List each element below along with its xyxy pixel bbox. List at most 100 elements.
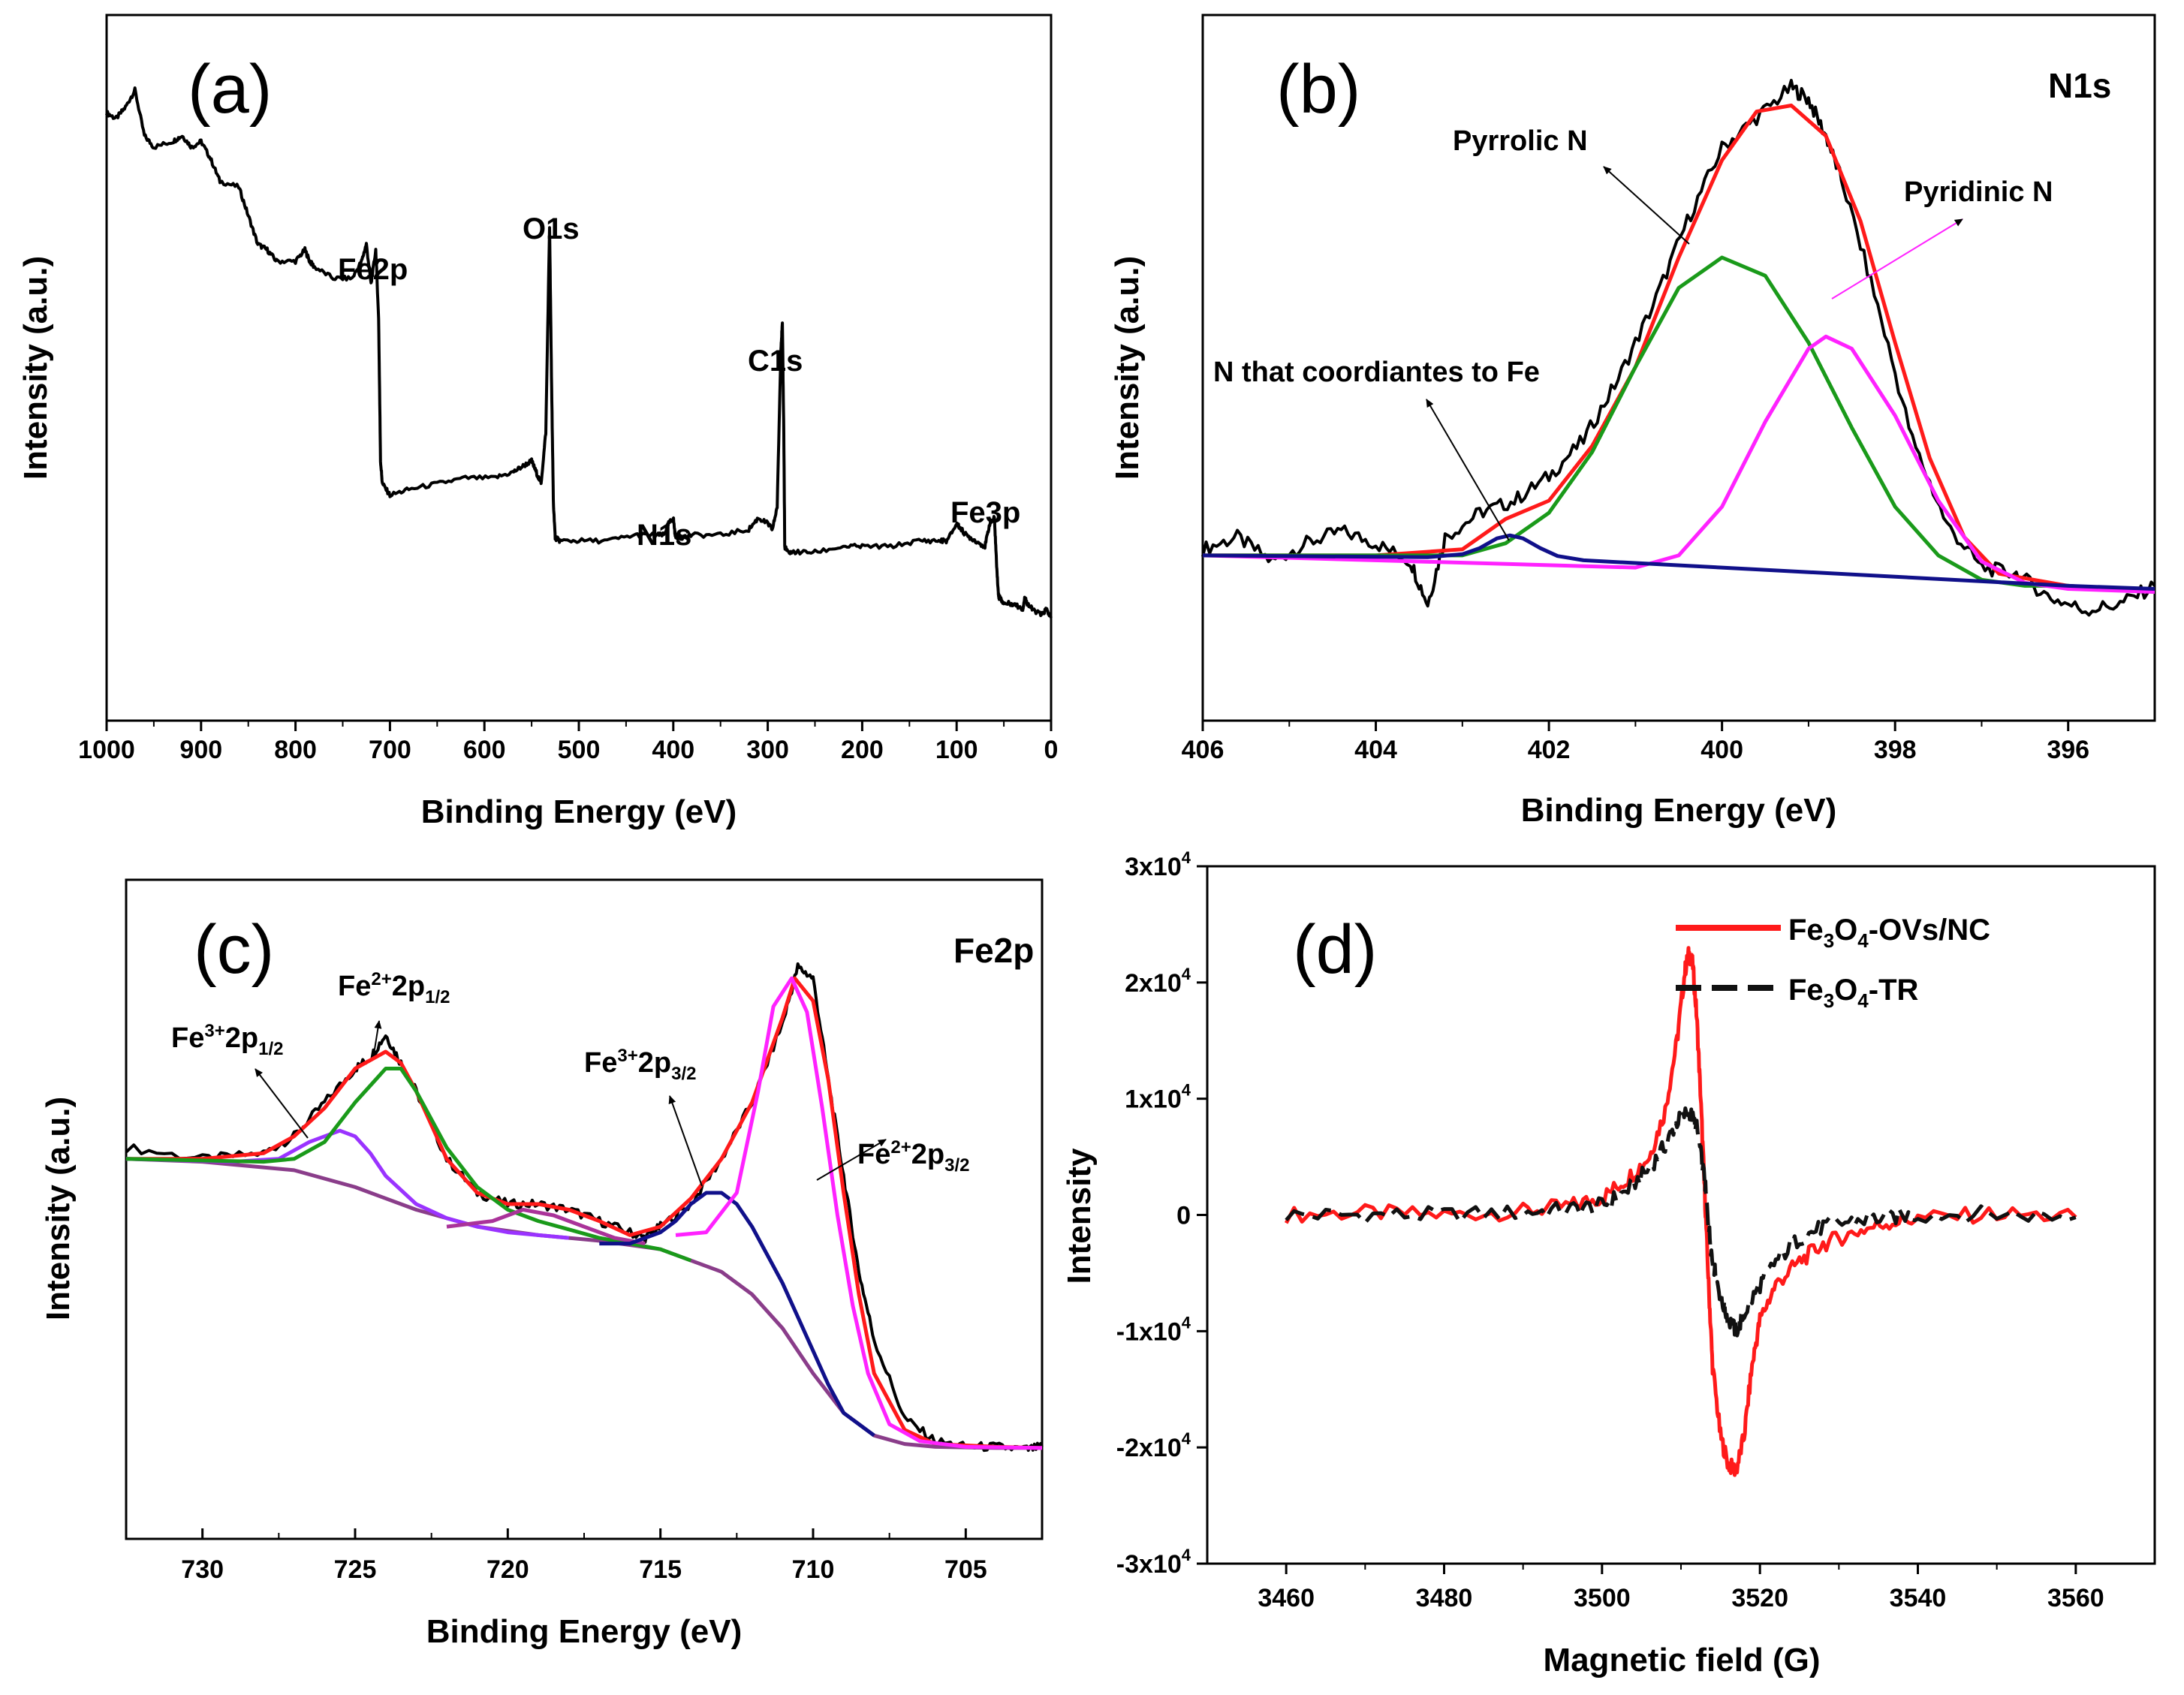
fe3-32-sub: 3/2 <box>671 1064 696 1084</box>
y-tick-base: 2x10 <box>1125 969 1182 998</box>
legend-tr-part-o: O <box>1834 974 1857 1007</box>
y-tick-base: -1x10 <box>1116 1317 1182 1346</box>
fe2-32-element: Fe <box>857 1139 890 1170</box>
fe2-32-arrow <box>816 1139 887 1181</box>
y-tick-exp: 4 <box>1182 848 1191 867</box>
annotation-n-coordinates-fe: N that coordiantes to Fe <box>1213 357 1540 388</box>
y-tick-exp: 4 <box>1182 1081 1191 1100</box>
panel-d: 3460 3480 3500 3520 3540 3560-3x104-2x104-1x1… <box>1061 848 2156 1678</box>
fe3-32-orbital: 2p <box>638 1047 671 1079</box>
x-tick-label: 406 <box>1182 736 1225 764</box>
series-fe3o4-tr <box>1285 1106 2077 1338</box>
legend-tr-part-4: 4 <box>1857 989 1869 1012</box>
series-fe2-2p1-2 <box>125 1067 692 1263</box>
y-tick-base: -3x10 <box>1116 1550 1182 1579</box>
x-tick-label: 400 <box>652 736 694 764</box>
x-tick-label: 600 <box>463 736 506 764</box>
x-tick-label: 300 <box>746 736 789 764</box>
y-tick-label: 0 <box>1176 1202 1191 1230</box>
annotation-pyrrolic-n: Pyrrolic N <box>1453 125 1588 157</box>
fe2-32-orbital: 2p <box>911 1139 944 1170</box>
annotation-fe3-2p12: Fe3+2p1/2 <box>171 1021 283 1059</box>
y-tick-exp: 4 <box>1182 965 1191 983</box>
fe2-12-sub: 1/2 <box>425 987 450 1007</box>
fe2-32-sub: 3/2 <box>944 1155 969 1176</box>
x-tick-label: 1000 <box>78 736 135 764</box>
peak-label-fe3p: Fe3p <box>950 496 1020 529</box>
series-satellite <box>446 1208 646 1246</box>
series-raw <box>1201 79 2156 617</box>
panel-c: 730 725 720 715 710 705 (c) Fe2p Fe3+2p1/2 Fe… <box>40 878 1044 1650</box>
fe2-12-ion: 2+ <box>371 969 391 989</box>
peak-label-n1s: N1s <box>637 519 691 552</box>
fe3-32-element: Fe <box>584 1047 617 1079</box>
y-tick-label: -3x104 <box>1116 1546 1191 1579</box>
panel-a-plot-area <box>105 86 1053 619</box>
fe2-12-arrow <box>373 1020 382 1055</box>
panel-d-ticks: 3460 3480 3500 3520 3540 3560-3x104-2x104-1x1… <box>1116 848 2104 1612</box>
panel-d-letter: (d) <box>1293 911 1377 988</box>
panel-d-x-axis-title: Magnetic field (G) <box>1543 1642 1820 1678</box>
series-n-that-coordiantes-to-fe <box>1202 533 2155 591</box>
fe2-12-element: Fe <box>338 971 371 1002</box>
series-fe2-2p3-2 <box>675 976 1043 1450</box>
x-tick-label: 700 <box>369 736 411 764</box>
fe3-12-ion: 3+ <box>204 1021 224 1041</box>
annotation-fe2-2p12: Fe2+2p1/2 <box>338 969 450 1007</box>
x-tick-label: 715 <box>639 1555 682 1584</box>
x-tick-label: 900 <box>179 736 222 764</box>
panel-b-x-ticks: 406 404 402 400 398 396 <box>1182 721 2089 764</box>
y-tick-base: 3x10 <box>1125 853 1182 881</box>
annotation-fe3-2p32: Fe3+2p3/2 <box>584 1046 696 1084</box>
panel-a: 1000 900 800 700 600 500 400 300 200 100 0 (a) Fe2… <box>17 14 1058 830</box>
series-fe3-2p3-2 <box>599 1191 875 1438</box>
panel-c-plot-area <box>125 962 1044 1453</box>
y-tick-label: -2x104 <box>1116 1429 1191 1462</box>
panel-a-letter: (a) <box>188 51 272 128</box>
x-tick-label: 500 <box>558 736 601 764</box>
panel-c-title: Fe2p <box>953 931 1034 970</box>
series-pyridinic-n <box>1202 334 2155 594</box>
panel-a-x-ticks: 1000 900 800 700 600 500 400 300 200 100 0 <box>78 721 1058 764</box>
y-tick-base: 1x10 <box>1125 1085 1182 1114</box>
panel-c-y-axis-title: Intensity (a.u.) <box>40 1097 77 1320</box>
panel-b-y-axis-title: Intensity (a.u.) <box>1109 256 1146 480</box>
y-tick-label: -1x104 <box>1116 1313 1191 1346</box>
fe3-12-element: Fe <box>171 1022 204 1054</box>
series-fe3-2p1-2 <box>125 1128 569 1240</box>
panel-b-x-axis-title: Binding Energy (eV) <box>1521 792 1836 829</box>
y-tick-label: 1x104 <box>1125 1081 1191 1114</box>
legend-ovs-part-rest: -OVs/NC <box>1869 914 1990 947</box>
panel-a-y-axis-title: Intensity (a.u.) <box>17 256 54 480</box>
x-tick-label: 400 <box>1701 736 1743 764</box>
x-tick-label: 404 <box>1354 736 1397 764</box>
fe2-32-ion: 2+ <box>890 1137 911 1158</box>
legend-ovs-part-o: O <box>1834 914 1857 947</box>
legend-tr-part-fe: Fe <box>1788 974 1824 1007</box>
panel-d-y-axis-title: Intensity <box>1061 1148 1098 1284</box>
fe2-12-orbital: 2p <box>392 971 425 1002</box>
x-tick-label: 720 <box>487 1555 529 1584</box>
legend-tr-part-3: 3 <box>1824 989 1834 1012</box>
x-tick-label: 3520 <box>1731 1584 1788 1612</box>
panel-b-title: N1s <box>2048 66 2111 105</box>
fe3-32-ion: 3+ <box>617 1046 637 1066</box>
annotation-pyridinic-n: Pyridinic N <box>1904 176 2053 208</box>
x-tick-label: 3460 <box>1258 1584 1315 1612</box>
series-fe3o4-ovs-nc <box>1284 946 2077 1477</box>
y-tick-exp: 4 <box>1182 1546 1191 1564</box>
x-tick-label: 200 <box>841 736 884 764</box>
legend-label-ovs: Fe3O4-OVs/NC <box>1788 914 1990 952</box>
x-tick-label: 398 <box>1874 736 1917 764</box>
x-tick-label: 3560 <box>2047 1584 2104 1612</box>
x-tick-label: 3540 <box>1890 1584 1947 1612</box>
x-tick-label: 3500 <box>1574 1584 1631 1612</box>
panel-d-plot-area <box>1284 946 2077 1477</box>
y-tick-base: 0 <box>1176 1202 1191 1230</box>
fe3-12-orbital: 2p <box>225 1022 258 1054</box>
y-tick-label: 2x104 <box>1125 965 1191 998</box>
annotation-fe2-2p32: Fe2+2p3/2 <box>857 1137 969 1176</box>
panel-b-letter: (b) <box>1276 51 1360 128</box>
fe3-12-sub: 1/2 <box>258 1039 283 1059</box>
